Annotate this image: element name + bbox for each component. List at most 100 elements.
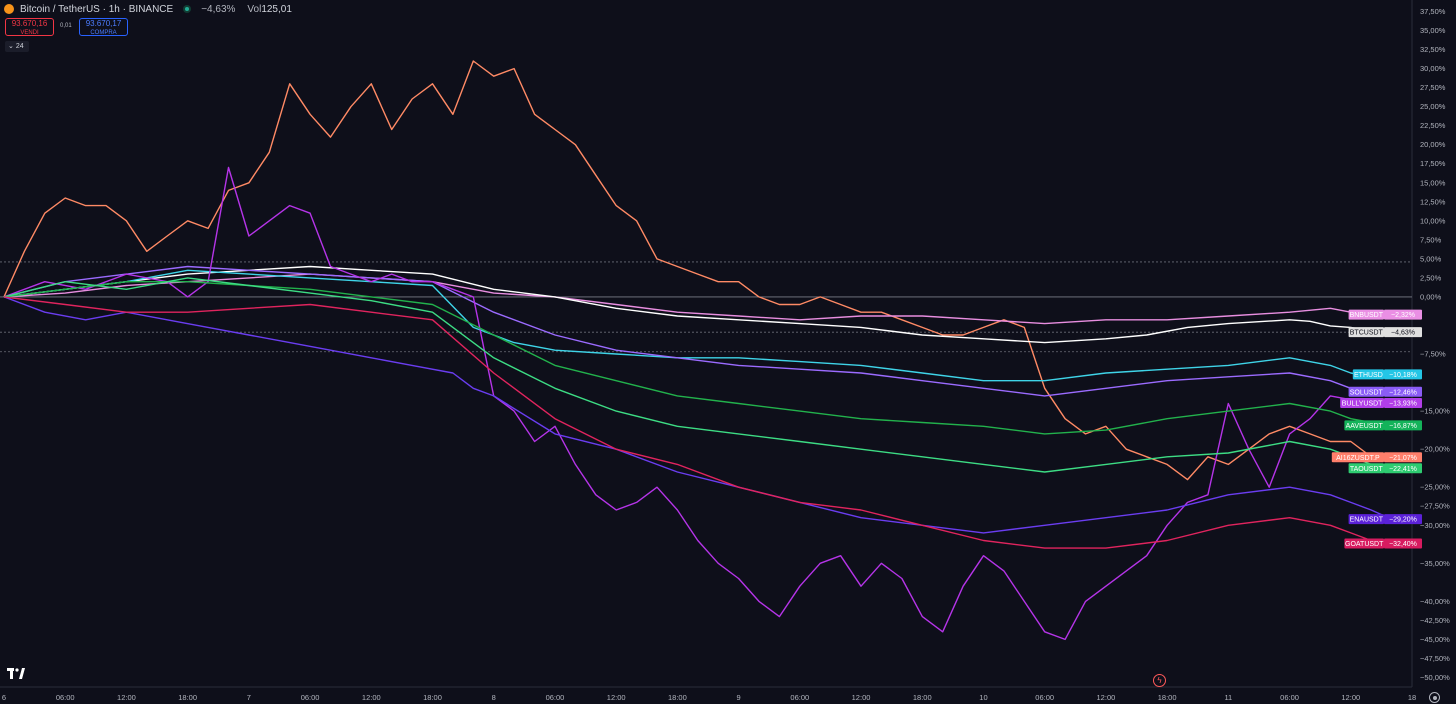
volume-value: 125,01 — [261, 3, 292, 15]
series-line-taousdt[interactable] — [3, 277, 1392, 473]
series-tag-taousdt[interactable]: TAOUSDT −22,41% — [1348, 463, 1422, 474]
interval-selector[interactable]: ⌄ 24 — [5, 41, 29, 52]
series-tag-value: −21,07% — [1389, 455, 1417, 462]
y-tick-label: 32,50% — [1420, 45, 1446, 54]
series-tag-value: −32,40% — [1389, 541, 1417, 548]
buy-button[interactable]: 93.670,17 COMPRA — [79, 18, 128, 36]
y-tick-label: −20,00% — [1420, 445, 1450, 454]
sell-label: VENDI — [20, 30, 39, 36]
y-tick-label: 35,00% — [1420, 26, 1446, 35]
buy-price: 93.670,17 — [85, 19, 122, 28]
spread-value: 0,01 — [60, 23, 72, 29]
x-tick-label: 06:00 — [56, 693, 75, 702]
series-tag-solusdt[interactable]: SOLUSDT −12,46% — [1348, 386, 1422, 397]
series-tag-bullyusdt[interactable]: BULLYUSDT −13,93% — [1340, 397, 1422, 408]
series-line-goatusdt[interactable] — [3, 296, 1392, 549]
series-tag-ethusd[interactable]: ETHUSD −10,18% — [1352, 369, 1422, 380]
chevron-down-icon: ⌄ — [8, 43, 14, 50]
tradingview-logo-icon[interactable] — [7, 668, 25, 680]
series-tag-name: AI16ZUSDT.P — [1336, 455, 1380, 462]
sell-button[interactable]: 93.670,16 VENDI — [5, 18, 54, 36]
series-tag-name: AAVEUSDT — [1346, 423, 1384, 430]
y-tick-label: 25,00% — [1420, 102, 1446, 111]
y-tick-label: −30,00% — [1420, 521, 1450, 530]
series-line-bnbusdt[interactable] — [3, 273, 1392, 325]
y-tick-label: 30,00% — [1420, 64, 1446, 73]
series-tag-value: −22,41% — [1389, 466, 1417, 473]
y-tick-label: 37,50% — [1420, 7, 1446, 16]
series-line-ai16zusdt-p[interactable] — [3, 60, 1392, 481]
series-tag-name: BULLYUSDT — [1342, 400, 1383, 407]
x-tick-label: 06:00 — [546, 693, 565, 702]
y-tick-label: −42,50% — [1420, 616, 1450, 625]
x-tick-label: 06:00 — [790, 693, 809, 702]
series-tag-name: SOLUSDT — [1350, 389, 1384, 396]
x-tick-label: 18:00 — [423, 693, 442, 702]
x-tick-label: 6 — [2, 693, 6, 702]
x-tick-label: 12:00 — [362, 693, 381, 702]
series-tag-name: GOATUSDT — [1345, 541, 1384, 548]
x-tick-label: 18:00 — [913, 693, 932, 702]
market-open-icon — [183, 5, 192, 13]
series-tag-bnbusdt[interactable]: BNBUSDT −2,32% — [1348, 309, 1422, 320]
settings-icon[interactable] — [1429, 692, 1440, 703]
x-tick-label: 12:00 — [1097, 693, 1116, 702]
series-tag-value: −29,20% — [1389, 517, 1417, 524]
series-tag-name: BNBUSDT — [1350, 312, 1384, 319]
series-tag-btcusdt[interactable]: BTCUSDT −4,63% — [1348, 327, 1422, 338]
lightning-icon[interactable]: ϟ — [1153, 674, 1166, 687]
series-line-solusdt[interactable] — [3, 265, 1392, 397]
x-tick-label: 12:00 — [607, 693, 626, 702]
x-tick-label: 12:00 — [852, 693, 871, 702]
x-tick-label: 8 — [492, 693, 496, 702]
x-tick-label: 18:00 — [1158, 693, 1177, 702]
y-tick-label: −35,00% — [1420, 559, 1450, 568]
y-tick-label: −45,00% — [1420, 635, 1450, 644]
series-tag-value: −12,46% — [1389, 389, 1417, 396]
y-tick-label: −40,00% — [1420, 597, 1450, 606]
y-tick-label: 27,50% — [1420, 83, 1446, 92]
y-tick-label: 5,00% — [1420, 254, 1442, 263]
symbol-header[interactable]: Bitcoin / TetherUS · 1h · BINANCE −4,63%… — [4, 2, 292, 16]
x-tick-label: 06:00 — [1035, 693, 1054, 702]
y-tick-label: 0,00% — [1420, 292, 1442, 301]
y-tick-label: 12,50% — [1420, 197, 1446, 206]
series-line-btcusdt[interactable] — [3, 265, 1392, 344]
series-line-ethusd[interactable] — [3, 269, 1392, 382]
series-tag-name: ENAUSDT — [1350, 517, 1384, 524]
y-tick-label: 10,00% — [1420, 216, 1446, 225]
series-tag-name: TAOUSDT — [1350, 466, 1384, 473]
series-tag-value: −16,87% — [1389, 423, 1417, 430]
series-line-bullyusdt[interactable] — [3, 166, 1392, 641]
series-tag-aaveusdt[interactable]: AAVEUSDT −16,87% — [1344, 420, 1422, 431]
series-tag-enausdt[interactable]: ENAUSDT −29,20% — [1348, 514, 1422, 525]
x-tick-label: 06:00 — [301, 693, 320, 702]
symbol-title[interactable]: Bitcoin / TetherUS · 1h · BINANCE — [20, 3, 174, 15]
y-tick-label: −47,50% — [1420, 654, 1450, 663]
series-tag-goatusdt[interactable]: GOATUSDT −32,40% — [1344, 538, 1422, 549]
buy-label: COMPRA — [90, 30, 117, 36]
series-tag-value: −2,32% — [1391, 312, 1415, 319]
series-tag-ai16zusdt-p[interactable]: AI16ZUSDT.P −21,07% — [1331, 452, 1422, 463]
y-tick-label: −25,00% — [1420, 483, 1450, 492]
x-tick-label: 9 — [737, 693, 741, 702]
x-tick-label: 11 — [1224, 693, 1232, 702]
series-tag-name: BTCUSDT — [1350, 330, 1384, 337]
y-tick-label: −27,50% — [1420, 502, 1450, 511]
volume-label: Vol — [247, 3, 262, 15]
series-tag-value: −13,93% — [1389, 400, 1417, 407]
y-tick-label: 2,50% — [1420, 273, 1442, 282]
y-tick-label: −15,00% — [1420, 407, 1450, 416]
y-tick-label: 15,00% — [1420, 178, 1446, 187]
series-tag-value: −10,18% — [1389, 372, 1417, 379]
x-tick-label: 18:00 — [178, 693, 197, 702]
y-tick-label: −50,00% — [1420, 673, 1450, 682]
series-tag-value: −4,63% — [1391, 330, 1415, 337]
interval-count: 24 — [15, 43, 24, 50]
y-tick-label: 20,00% — [1420, 140, 1446, 149]
y-tick-label: −7,50% — [1420, 350, 1446, 359]
y-tick-label: 17,50% — [1420, 159, 1446, 168]
x-tick-label: 18 — [1408, 693, 1416, 702]
x-tick-label: 06:00 — [1280, 693, 1299, 702]
